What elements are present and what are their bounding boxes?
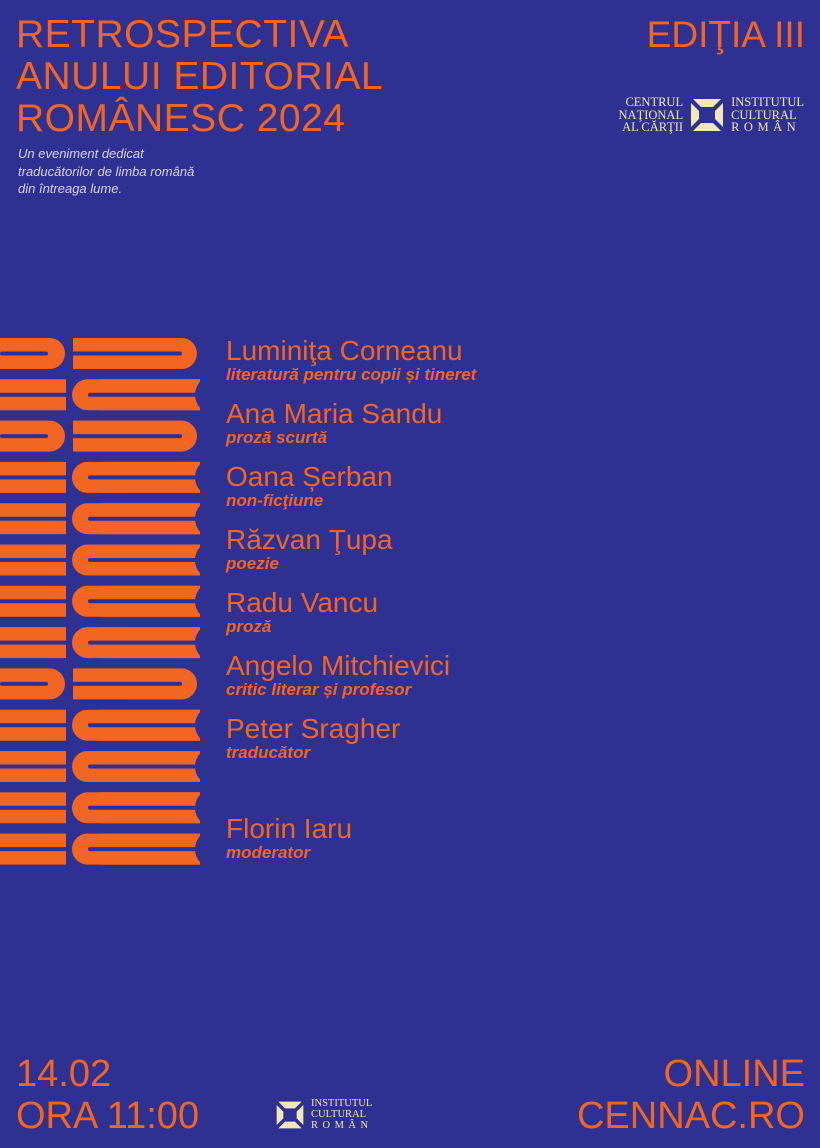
event-subtitle: Un eveniment dedicat traducătorilor de l… [18, 145, 194, 198]
pattern-slot [70, 434, 182, 439]
pattern-cut [195, 747, 220, 786]
logo-line: ROMÂN [311, 1120, 373, 1131]
logo-line: NAŢIONAL [618, 107, 684, 122]
logo-line: ROMÂN [731, 120, 801, 134]
pattern-cut [195, 540, 220, 580]
pattern-slot [88, 475, 203, 480]
speaker-item: Oana Șerban non-ficţiune [226, 460, 476, 523]
pattern-slot [0, 351, 48, 356]
icr-footer-logo: INSTITUTUL CULTURAL ROMÂN [275, 1098, 373, 1131]
logo-line: CENTRUL [625, 95, 684, 109]
website-link[interactable]: CENNAC.RO [576, 1095, 805, 1137]
pattern-cut [195, 457, 220, 497]
speaker-role: critic literar și profesor [226, 680, 412, 699]
pattern-slot [0, 847, 66, 852]
title-line: ROMÂNESC 2024 [16, 97, 346, 140]
speaker-name: Luminiţa Corneanu [226, 335, 463, 366]
speaker-list: Luminiţa Corneanu literatură pentru copii… [226, 334, 476, 775]
partner-logos: CENTRUL NAŢIONAL AL CĂRŢII INSTITUTUL CU… [619, 96, 804, 134]
event-date: 14.02 [16, 1053, 112, 1095]
pattern-slot [0, 558, 66, 562]
icr-logo-text: INSTITUTUL CULTURAL ROMÂN [731, 96, 804, 134]
speaker-item: Răzvan Ţupa poezie [226, 523, 476, 586]
logo-line: CULTURAL [311, 1109, 367, 1120]
speaker-name: Radu Vancu [226, 587, 379, 618]
speaker-item: Angelo Mitchievici critic literar și prof… [226, 649, 476, 712]
pattern-slot [88, 392, 203, 397]
moderator-role: moderator [226, 843, 311, 862]
subtitle-line: traducătorilor de limba română [18, 163, 195, 179]
speaker-role: proză scurtă [226, 428, 328, 447]
decorative-book-pattern [0, 338, 220, 870]
pattern-slot [0, 681, 48, 686]
speaker-item: Peter Sragher traducător [226, 712, 476, 775]
pattern-cut [195, 829, 220, 869]
speaker-role: proză [226, 617, 272, 636]
pattern-slot [0, 516, 66, 521]
event-time: ORA 11:00 [16, 1095, 200, 1137]
event-mode: ONLINE [663, 1053, 805, 1095]
pattern-slot [88, 558, 203, 562]
pattern-cut [195, 623, 220, 663]
speaker-name: Ana Maria Sandu [226, 398, 443, 429]
date-time: 14.02 ORA 11:00 [16, 1053, 199, 1137]
pattern-slot [70, 681, 182, 686]
pattern-slot [0, 805, 66, 810]
pattern-cut [195, 375, 220, 415]
icr-cross-icon [276, 1101, 304, 1128]
pattern-slot [88, 516, 203, 521]
pattern-cut [195, 581, 220, 621]
speaker-name: Peter Sragher [226, 713, 401, 744]
pattern-slot [0, 434, 48, 439]
speaker-role: traducător [226, 743, 311, 762]
pattern-slot [0, 392, 66, 397]
pattern-cut [195, 499, 220, 539]
pattern-cut [195, 705, 220, 745]
venue: ONLINE CENNAC.RO [577, 1053, 805, 1137]
moderator: Florin Iaru moderator [226, 812, 352, 863]
pattern-slot [88, 764, 203, 769]
pattern-slot [70, 351, 182, 356]
speaker-name: Angelo Mitchievici [226, 650, 451, 681]
speaker-item: Luminiţa Corneanu literatură pentru copii… [226, 334, 476, 397]
pattern-slot [0, 475, 66, 480]
pattern-slot [88, 640, 203, 645]
pattern-slot [88, 599, 203, 604]
pattern-slot [0, 640, 66, 645]
pattern-slot [88, 805, 203, 810]
icr-cross-icon [691, 98, 724, 131]
speaker-item: Radu Vancu proză [226, 586, 476, 649]
pattern-slot [88, 723, 203, 728]
speaker-role: literatură pentru copii și tineret [226, 365, 477, 384]
logo-line: CULTURAL [731, 107, 797, 122]
speaker-name: Oana Șerban [226, 461, 393, 492]
moderator-name: Florin Iaru [226, 813, 353, 844]
pattern-slot [0, 723, 66, 728]
cnc-logo-text: CENTRUL NAŢIONAL AL CĂRŢII [619, 96, 684, 134]
subtitle-line: din întreaga lume. [18, 181, 123, 196]
pattern-slot [0, 764, 66, 769]
subtitle-line: Un eveniment dedicat [18, 146, 144, 161]
pattern-slot [88, 847, 203, 852]
pattern-slot [0, 599, 66, 604]
title-line: ANULUI EDITORIAL [16, 55, 384, 98]
edition-label: EDIŢIA III [646, 14, 805, 55]
logo-line: INSTITUTUL [731, 95, 804, 109]
logo-line: AL CĂRŢII [622, 120, 684, 134]
speaker-role: non-ficţiune [226, 491, 324, 510]
speaker-item: Ana Maria Sandu proză scurtă [226, 397, 476, 460]
title-line: RETROSPECTIVA [16, 13, 349, 56]
event-title: RETROSPECTIVA ANULUI EDITORIAL ROMÂNESC … [16, 14, 383, 140]
pattern-cut [195, 788, 220, 828]
logo-line: INSTITUTUL [311, 1098, 373, 1109]
speaker-role: poezie [226, 554, 279, 573]
speaker-name: Răzvan Ţupa [226, 524, 393, 555]
